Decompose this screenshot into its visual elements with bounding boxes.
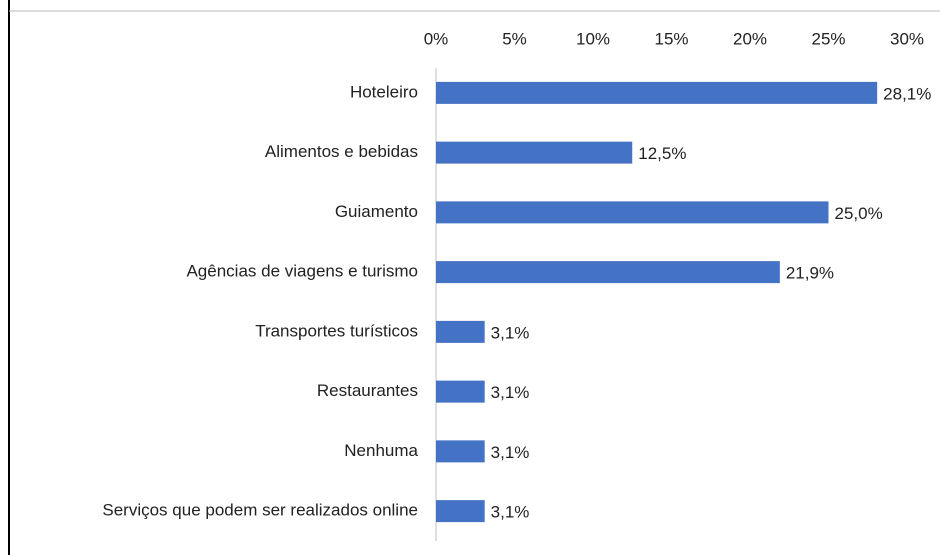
bar xyxy=(436,201,829,224)
y-tick-label: Nenhuma xyxy=(344,441,418,460)
y-tick-label: Serviços que podem ser realizados online xyxy=(102,501,418,520)
bar xyxy=(436,141,633,164)
bar xyxy=(436,380,485,403)
bar xyxy=(436,81,878,104)
bar xyxy=(436,500,485,523)
data-label: 3,1% xyxy=(491,443,530,462)
bar xyxy=(436,261,780,284)
data-label: 3,1% xyxy=(491,323,530,342)
x-tick-label: 10% xyxy=(576,29,610,48)
y-tick-label: Guiamento xyxy=(335,202,418,221)
data-label: 21,9% xyxy=(786,264,834,283)
x-tick-label: 25% xyxy=(811,29,845,48)
y-tick-label: Transportes turísticos xyxy=(255,321,418,340)
x-tick-label: 20% xyxy=(733,29,767,48)
x-tick-label: 0% xyxy=(424,29,449,48)
data-label: 28,1% xyxy=(883,84,931,103)
data-label: 3,1% xyxy=(491,383,530,402)
x-tick-label: 15% xyxy=(654,29,688,48)
y-tick-label: Agências de viagens e turismo xyxy=(186,262,418,281)
x-tick-label: 5% xyxy=(502,29,527,48)
data-label: 3,1% xyxy=(491,503,530,522)
y-tick-label: Restaurantes xyxy=(317,381,418,400)
data-label: 25,0% xyxy=(835,204,883,223)
x-tick-label: 30% xyxy=(890,29,924,48)
bar xyxy=(436,320,485,343)
bar xyxy=(436,440,485,463)
data-label: 12,5% xyxy=(638,144,686,163)
y-tick-label: Hoteleiro xyxy=(350,82,418,101)
y-tick-label: Alimentos e bebidas xyxy=(265,142,418,161)
